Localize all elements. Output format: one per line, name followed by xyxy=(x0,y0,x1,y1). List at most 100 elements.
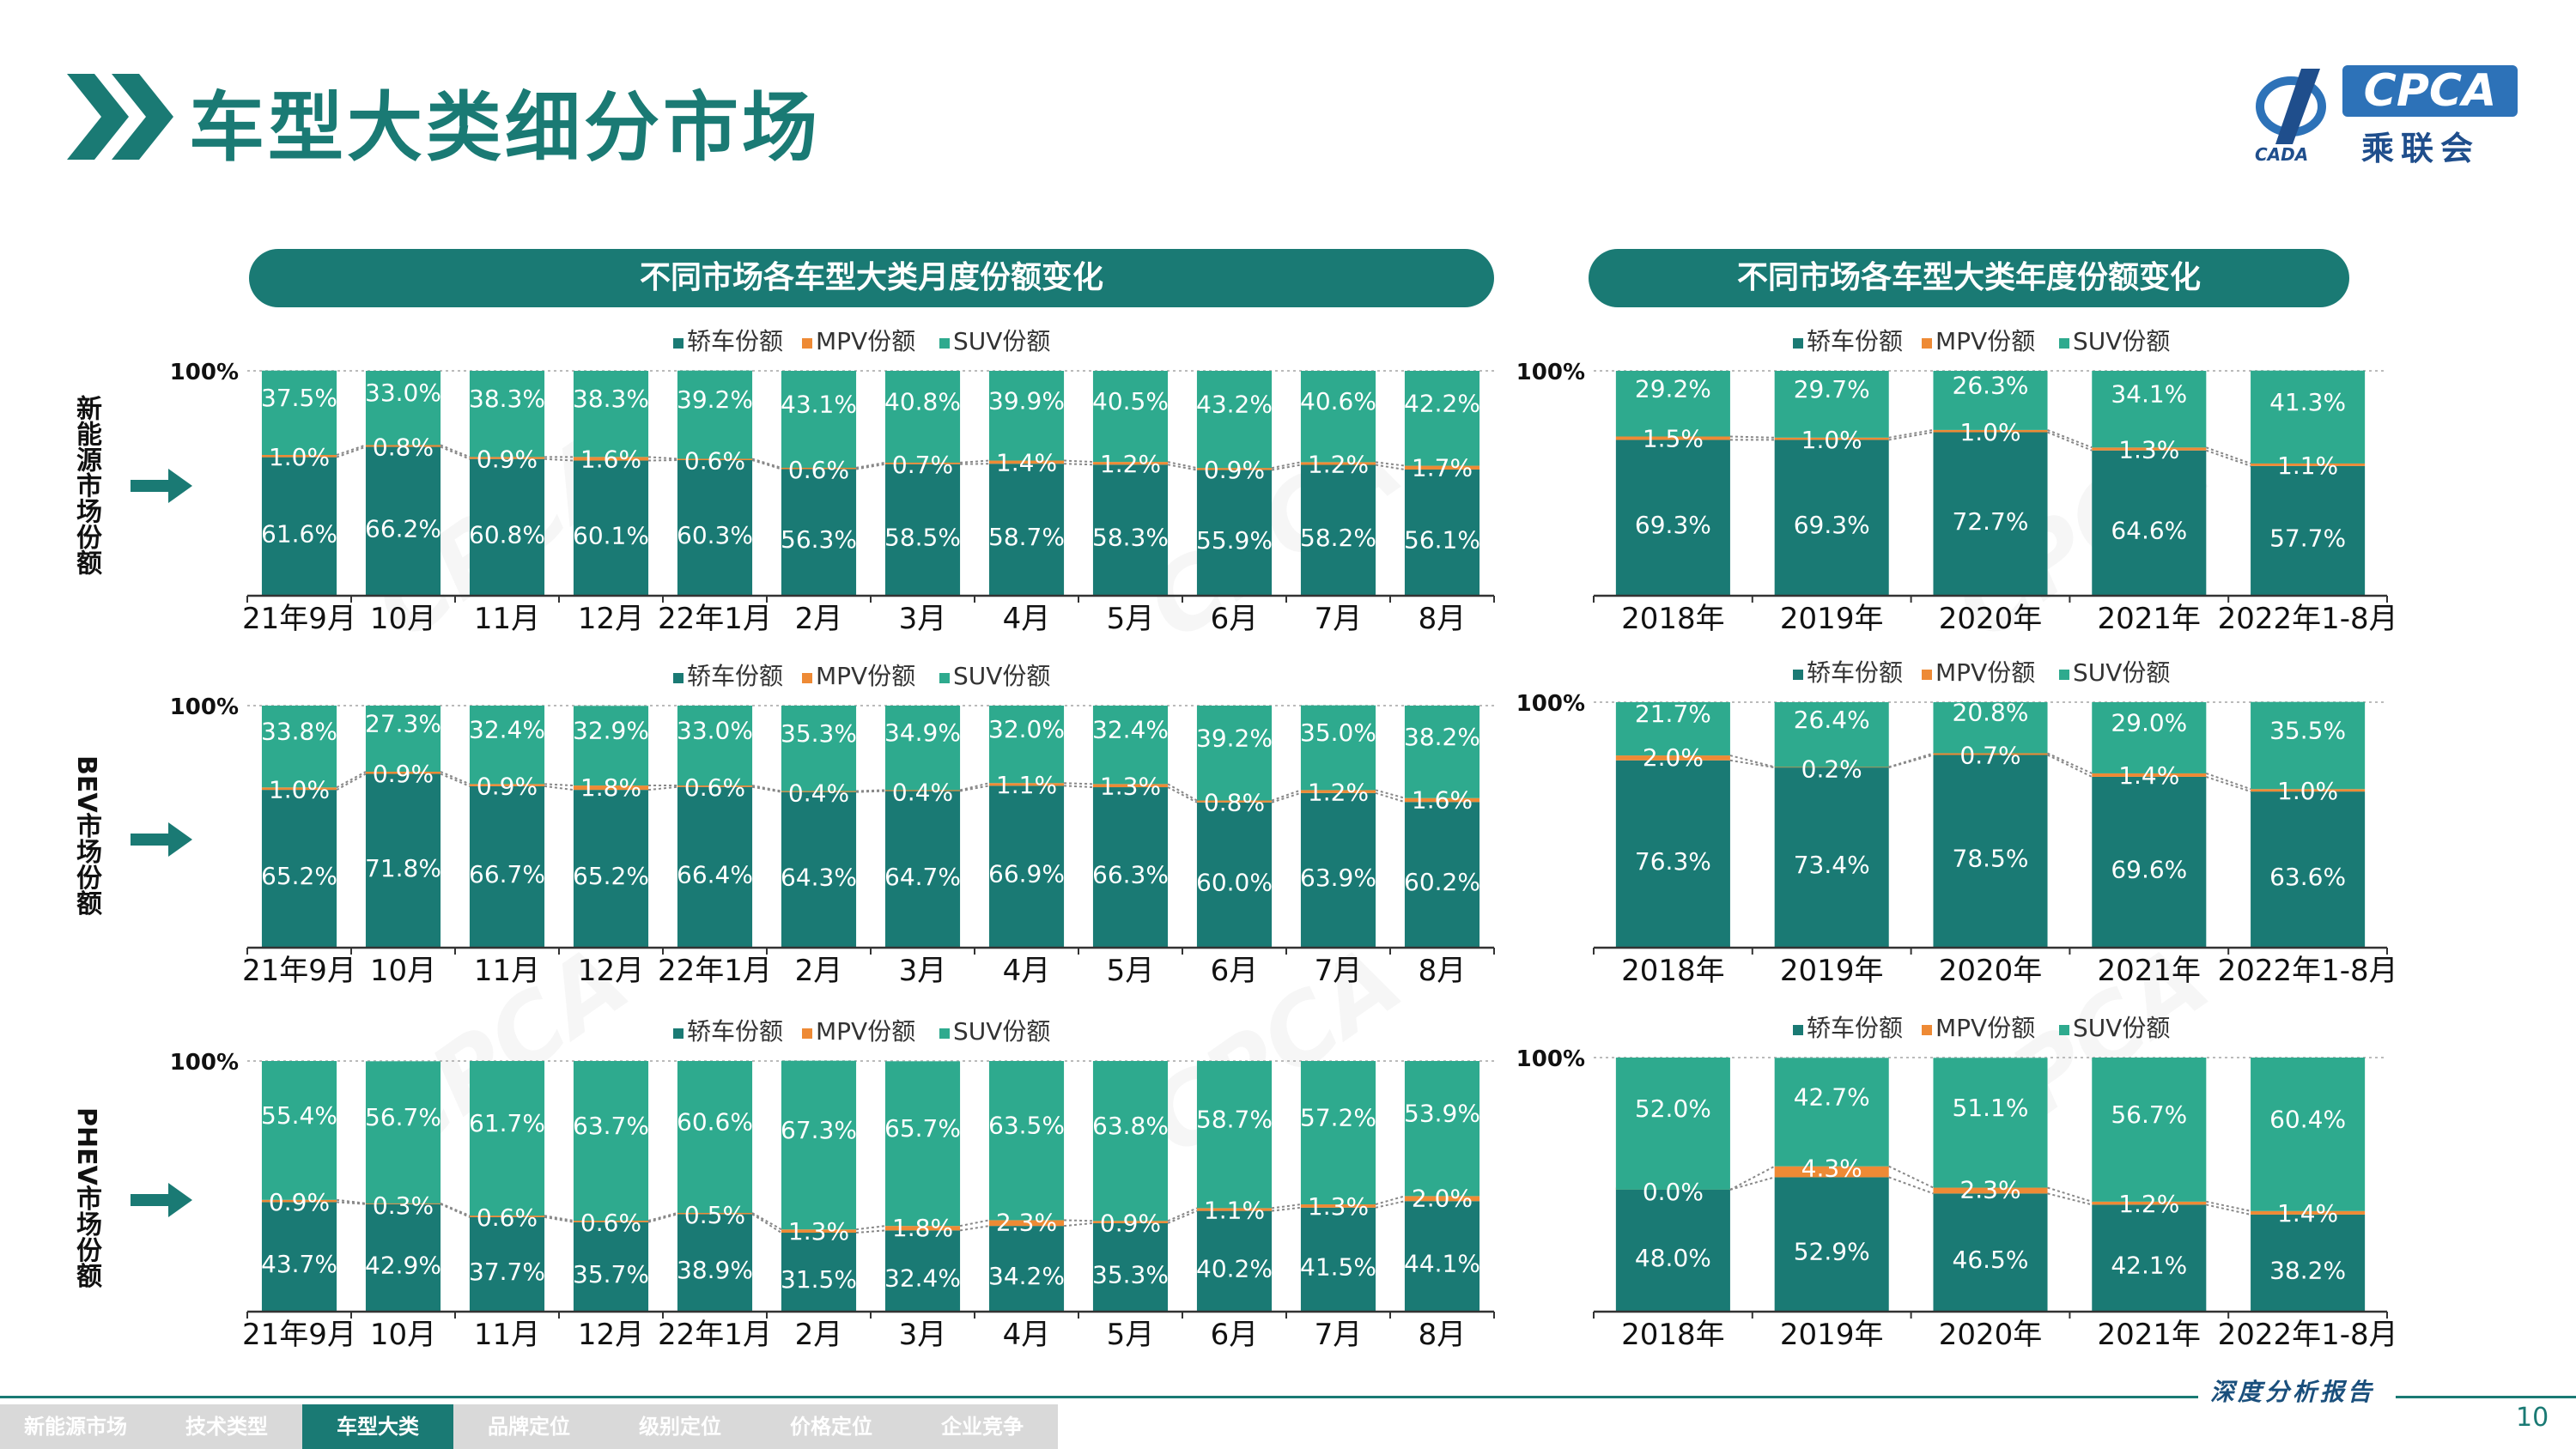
series-connector xyxy=(2205,772,2251,791)
data-label-suv: 37.5% xyxy=(261,384,337,412)
legend-label: SUV份额 xyxy=(2073,1014,2170,1042)
data-label-mpv: 0.4% xyxy=(892,778,953,806)
data-label-suv: 53.9% xyxy=(1404,1100,1480,1128)
data-label-sedan: 38.2% xyxy=(2269,1256,2346,1284)
bar-sedan xyxy=(2251,791,2366,948)
data-label-suv: 56.7% xyxy=(365,1103,441,1131)
legend-label: 轿车份额 xyxy=(687,327,783,355)
bar-mpv xyxy=(1933,752,2048,755)
bar-mpv xyxy=(988,1220,1065,1227)
data-label-sedan: 78.5% xyxy=(1953,845,2029,873)
x-tick-label: 22年1月 xyxy=(658,602,772,636)
footer-nav-item[interactable]: 企业竞争 xyxy=(941,1415,1024,1439)
series-connector xyxy=(336,1198,367,1204)
bar-suv xyxy=(573,371,649,458)
series-connector xyxy=(648,459,677,462)
data-label-mpv: 2.3% xyxy=(1959,1176,2020,1204)
data-label-sedan: 60.1% xyxy=(573,521,649,549)
bar-sedan xyxy=(884,1230,961,1312)
data-label-sedan: 35.3% xyxy=(1092,1260,1169,1288)
bar-mpv xyxy=(677,1211,753,1215)
data-label-sedan: 66.7% xyxy=(469,860,545,888)
series-connector xyxy=(647,456,678,460)
legend-label: MPV份额 xyxy=(1935,327,2035,355)
data-label-suv: 32.4% xyxy=(469,716,545,744)
bar-mpv xyxy=(2251,789,2366,792)
footer-divider xyxy=(2396,1396,2576,1398)
series-connector xyxy=(1888,754,1934,769)
bar-suv xyxy=(1300,705,1376,791)
data-label-suv: 56.7% xyxy=(2111,1100,2187,1129)
data-label-suv: 26.4% xyxy=(1794,706,1870,734)
x-tick-label: 2月 xyxy=(795,1318,843,1352)
series-connector xyxy=(1729,759,1775,769)
legend-swatch xyxy=(939,673,950,683)
data-label-suv: 33.0% xyxy=(677,717,753,745)
data-label-mpv: 2.0% xyxy=(1643,743,1704,772)
bar-sedan xyxy=(1404,802,1480,948)
footer-nav-item[interactable]: 级别定位 xyxy=(639,1415,721,1439)
series-connector xyxy=(2047,428,2093,449)
data-label-mpv: 1.6% xyxy=(580,445,641,473)
data-label-suv: 21.7% xyxy=(1635,700,1711,728)
bar-mpv xyxy=(261,454,337,458)
x-tick-label: 7月 xyxy=(1315,1318,1363,1352)
series-connector xyxy=(336,771,367,789)
footer-nav-item[interactable]: 新能源市场 xyxy=(24,1415,127,1439)
series-connector xyxy=(1271,464,1302,471)
data-label-mpv: 1.8% xyxy=(580,773,641,802)
series-connector xyxy=(751,785,782,793)
data-label-suv: 35.5% xyxy=(2269,716,2346,744)
x-tick-label: 2022年1-8月 xyxy=(2218,602,2398,636)
data-label-suv: 63.5% xyxy=(988,1112,1065,1140)
data-label-mpv: 1.1% xyxy=(996,771,1057,799)
x-tick-label: 12月 xyxy=(578,954,644,988)
footer-nav-item[interactable]: 价格定位 xyxy=(790,1415,872,1439)
data-label-suv: 20.8% xyxy=(1953,699,2029,727)
data-label-suv: 32.9% xyxy=(573,717,649,745)
series-connector xyxy=(1729,1176,1775,1191)
chart-phev-monthly: 轿车份额 MPV份额 SUV份额 100% 43.7% 55.4% 0.9% 21年9月 42.… xyxy=(170,1017,1495,1352)
series-connector xyxy=(2205,449,2251,467)
series-connector xyxy=(1375,789,1406,799)
series-connector xyxy=(1271,461,1302,470)
bar-sedan xyxy=(1092,787,1169,948)
footer-nav-item[interactable]: 品牌定位 xyxy=(488,1415,570,1439)
data-label-sedan: 65.2% xyxy=(261,862,337,890)
series-connector xyxy=(856,790,885,793)
bar-mpv xyxy=(677,785,753,787)
x-tick-label: 3月 xyxy=(899,954,947,988)
x-tick-label: 8月 xyxy=(1419,602,1467,636)
x-tick-label: 21年9月 xyxy=(242,1318,356,1352)
bar-sedan xyxy=(365,773,441,948)
data-label-mpv: 1.2% xyxy=(1308,450,1369,478)
data-label-mpv: 0.0% xyxy=(1643,1178,1704,1206)
bar-suv xyxy=(1092,1061,1169,1222)
series-connector xyxy=(959,459,990,464)
data-label-suv: 27.3% xyxy=(365,709,441,737)
bar-sedan xyxy=(1300,464,1376,596)
legend-swatch xyxy=(1793,670,1803,680)
x-tick-label: 2018年 xyxy=(1621,602,1725,636)
footer-nav-item[interactable]: 车型大类 xyxy=(302,1404,453,1449)
series-connector xyxy=(751,459,782,470)
data-label-mpv: 0.9% xyxy=(477,445,538,473)
legend-swatch xyxy=(1793,338,1803,349)
data-label-sedan: 56.3% xyxy=(781,525,857,554)
logo-cn-text: 乘联会 xyxy=(2361,130,2481,167)
banner-monthly: 不同市场各车型大类月度份额变化 xyxy=(249,249,1494,307)
footer-nav-item[interactable]: 技术类型 xyxy=(185,1415,268,1439)
data-label-sedan: 61.6% xyxy=(261,519,337,548)
series-connector xyxy=(1375,464,1406,471)
data-label-mpv: 0.8% xyxy=(1204,789,1265,817)
bar-sedan xyxy=(1933,755,2048,948)
x-tick-label: 11月 xyxy=(474,602,540,636)
bar-suv xyxy=(988,1061,1065,1221)
y-tick-label: 100% xyxy=(1516,691,1585,717)
legend-swatch xyxy=(2059,1025,2069,1035)
data-label-suv: 39.2% xyxy=(1196,724,1273,752)
y-tick-label: 100% xyxy=(1516,1046,1585,1072)
data-label-sedan: 63.6% xyxy=(2269,863,2346,891)
bar-mpv xyxy=(1774,437,1889,440)
bar-sedan xyxy=(261,790,337,948)
